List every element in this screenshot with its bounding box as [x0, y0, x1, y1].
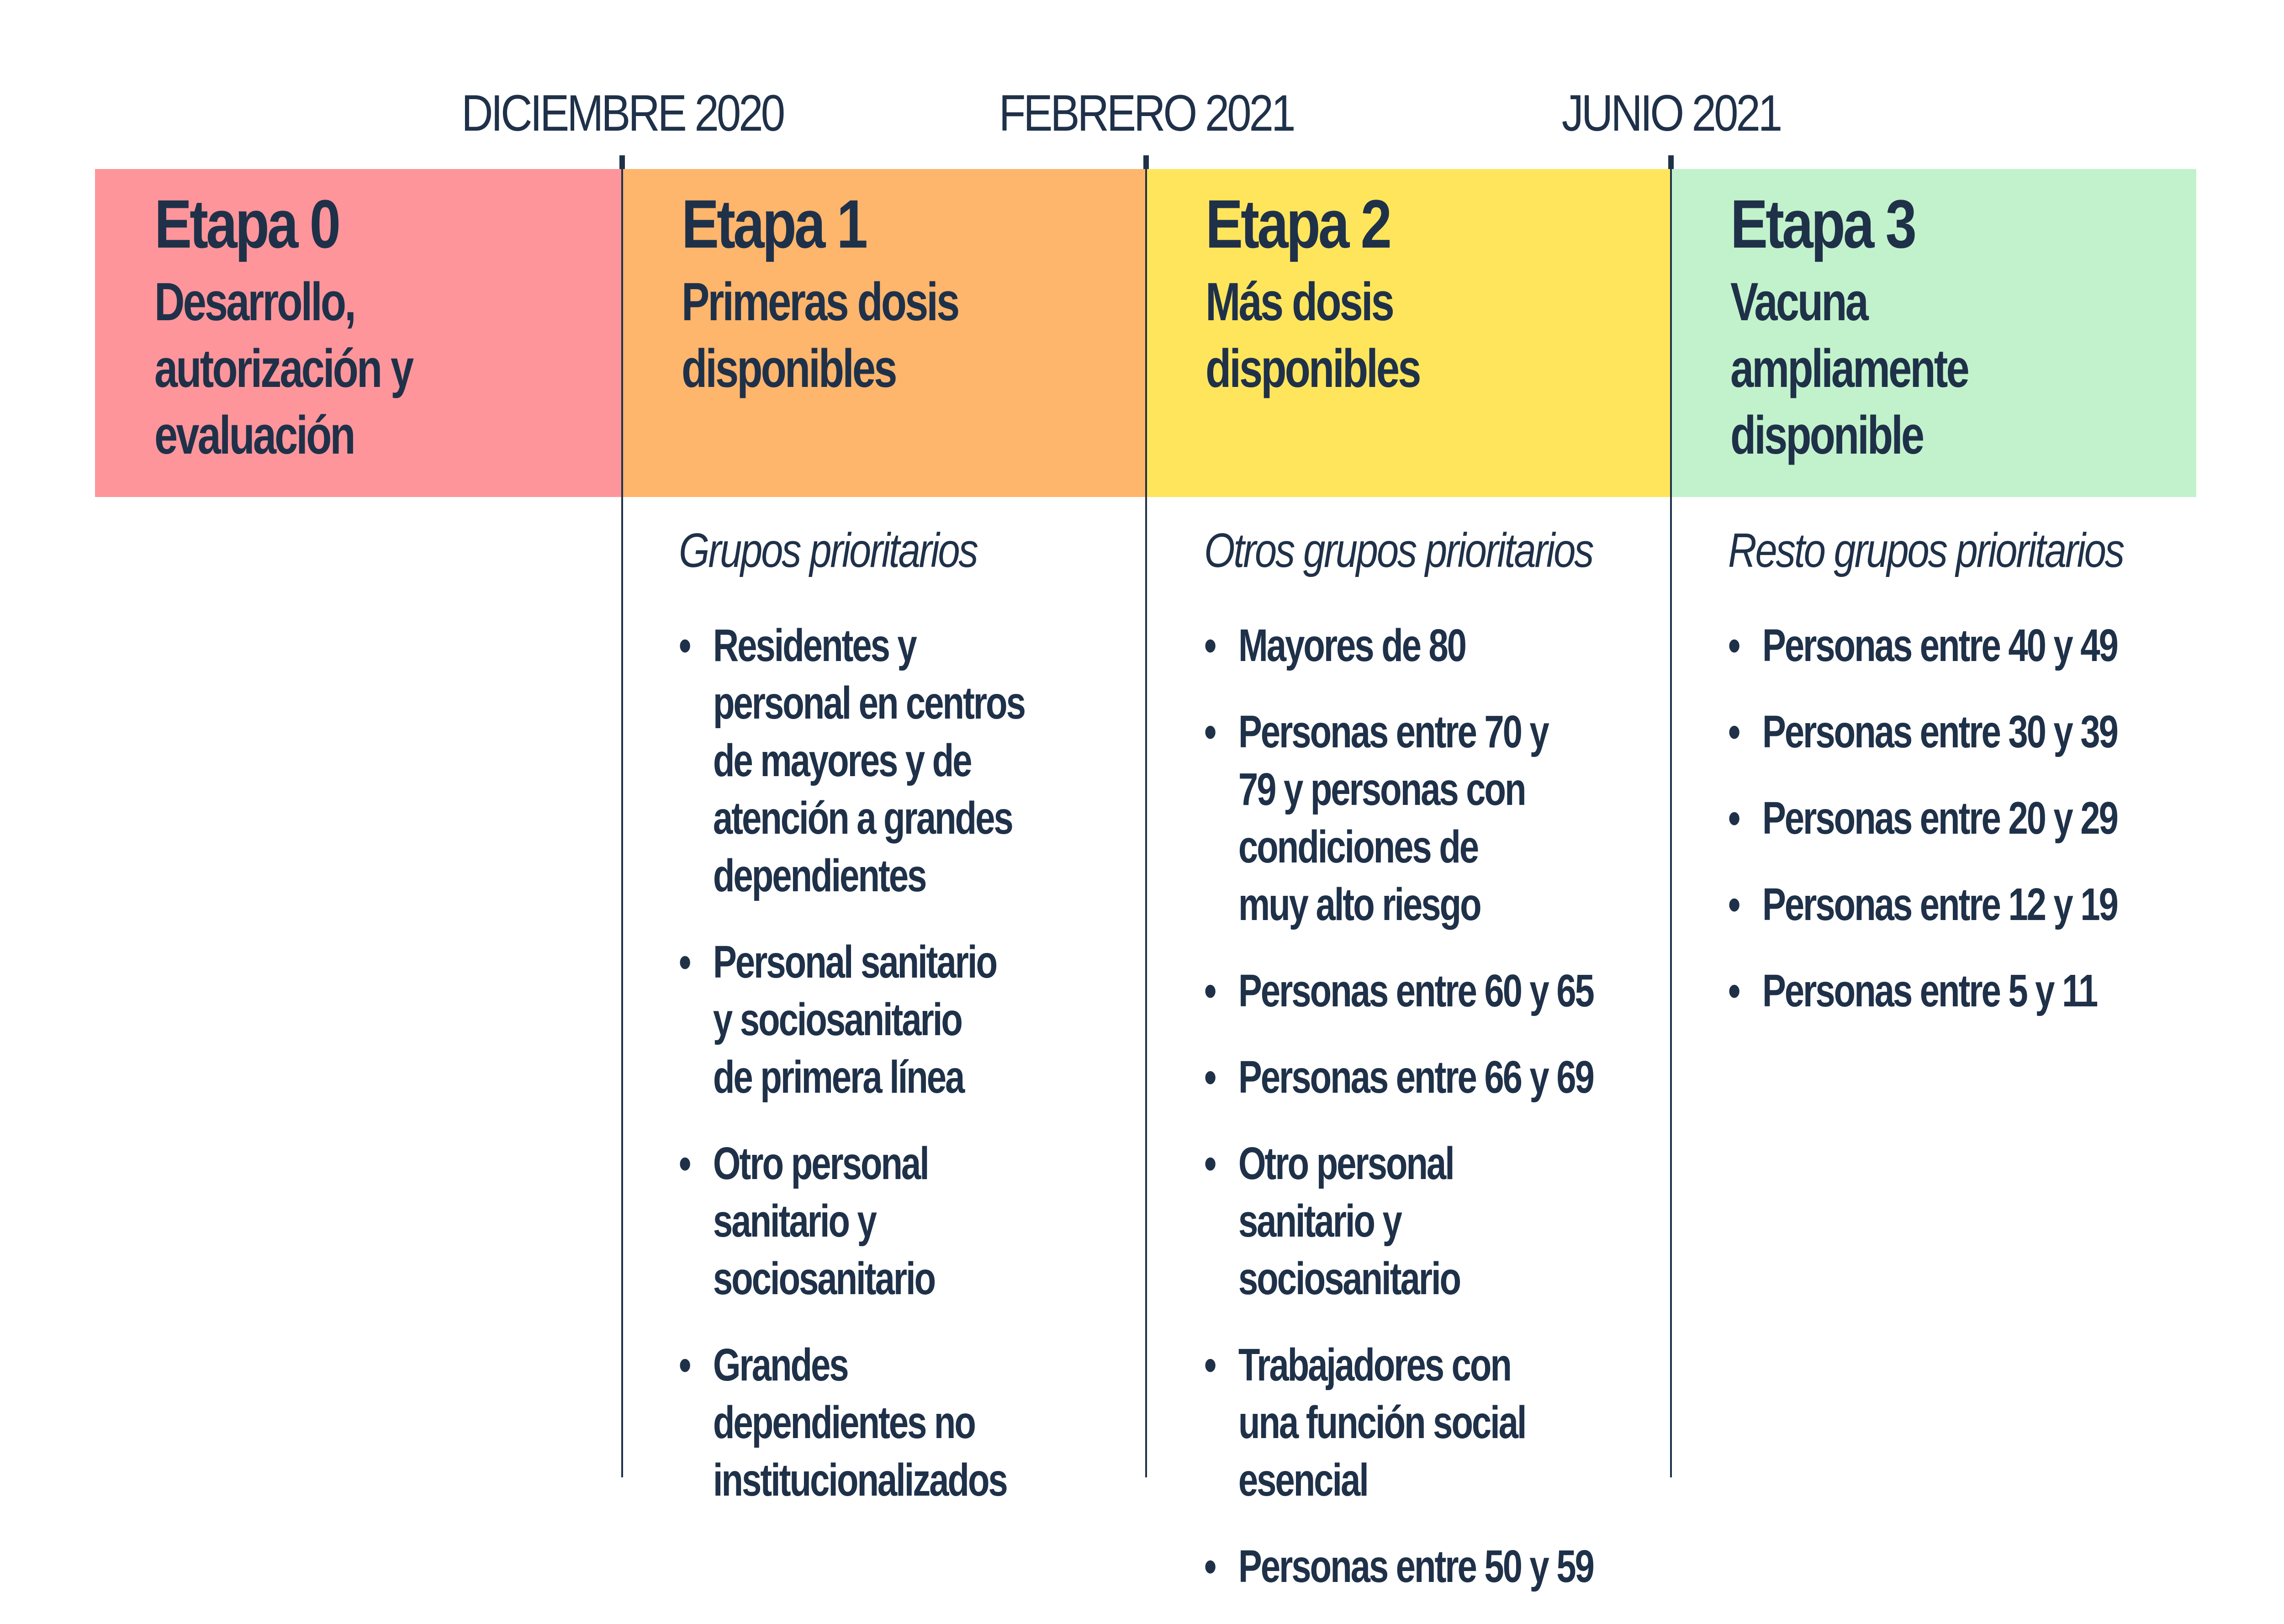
list-item: Grandes dependientes no institucionaliza… — [679, 1336, 1034, 1509]
date-label-december-2020: DICIEMBRE 2020 — [461, 85, 785, 142]
date-label-february-2021: FEBRERO 2021 — [999, 85, 1296, 142]
list-item: Otro personal sanitario y sociosanitario — [679, 1135, 1041, 1307]
stage-1-band: Etapa 1 Primeras dosis disponibles — [622, 169, 1146, 497]
stage-3-group-label: Resto grupos prioritarios — [1728, 524, 2125, 577]
stage-3-band: Etapa 3 Vacuna ampliamente disponible — [1671, 169, 2196, 497]
stage-0-subtitle: Desarrollo, autorización y evaluación — [154, 272, 414, 466]
list-item: Personas entre 20 y 29 — [1728, 789, 2156, 847]
stage-1-group-list: Residentes y personal en centros de mayo… — [679, 617, 1078, 1538]
list-item: Personas entre 60 y 65 — [1204, 962, 1603, 1020]
date-label-june-2021: JUNIO 2021 — [1561, 85, 1783, 142]
stage-2-group-label: Otros grupos prioritarios — [1204, 524, 1594, 577]
timeline-tick-december-2020 — [619, 155, 625, 169]
timeline-tick-february-2021 — [1143, 155, 1149, 169]
list-item: Personas entre 12 y 19 — [1728, 876, 2156, 933]
list-item: Personas entre 66 y 69 — [1204, 1048, 1603, 1106]
list-item: Personas entre 50 y 59 — [1204, 1538, 1603, 1595]
stage-0-band: Etapa 0 Desarrollo, autorización y evalu… — [95, 169, 622, 497]
divider-february-2021 — [1145, 169, 1147, 1477]
list-item: Personal sanitario y sociosanitario de p… — [679, 933, 998, 1106]
stage-2-group-list: Mayores de 80 Personas entre 70 y 79 y p… — [1204, 617, 1603, 1624]
stage-1-subtitle: Primeras dosis disponibles — [682, 272, 960, 399]
divider-june-2021 — [1670, 169, 1672, 1477]
list-item: Otro personal sanitario y sociosanitario — [1204, 1135, 1566, 1307]
stage-0-title: Etapa 0 — [154, 185, 341, 262]
stage-3-subtitle: Vacuna ampliamente disponible — [1730, 272, 1970, 466]
list-item: Personas entre 30 y 39 — [1728, 703, 2156, 761]
list-item: Personas entre 5 y 11 — [1728, 962, 2156, 1020]
stage-2-band: Etapa 2 Más dosis disponibles — [1146, 169, 1671, 497]
stage-1-title: Etapa 1 — [682, 185, 868, 262]
list-item: Mayores de 80 — [1204, 617, 1603, 674]
divider-december-2020 — [621, 169, 623, 1477]
list-item: Residentes y personal en centros de mayo… — [679, 617, 1026, 905]
stage-3-group-list: Personas entre 40 y 49 Personas entre 30… — [1728, 617, 2156, 1048]
stage-1-group-label: Grupos prioritarios — [679, 524, 978, 577]
timeline-tick-june-2021 — [1668, 155, 1674, 169]
stage-2-title: Etapa 2 — [1205, 185, 1392, 262]
list-item: Personas entre 70 y 79 y personas con co… — [1204, 703, 1552, 933]
list-item: Personas entre 40 y 49 — [1728, 617, 2156, 674]
stage-2-subtitle: Más dosis disponibles — [1205, 272, 1421, 399]
list-item: Trabajadores con una función social esen… — [1204, 1336, 1566, 1509]
stage-3-title: Etapa 3 — [1730, 185, 1917, 262]
